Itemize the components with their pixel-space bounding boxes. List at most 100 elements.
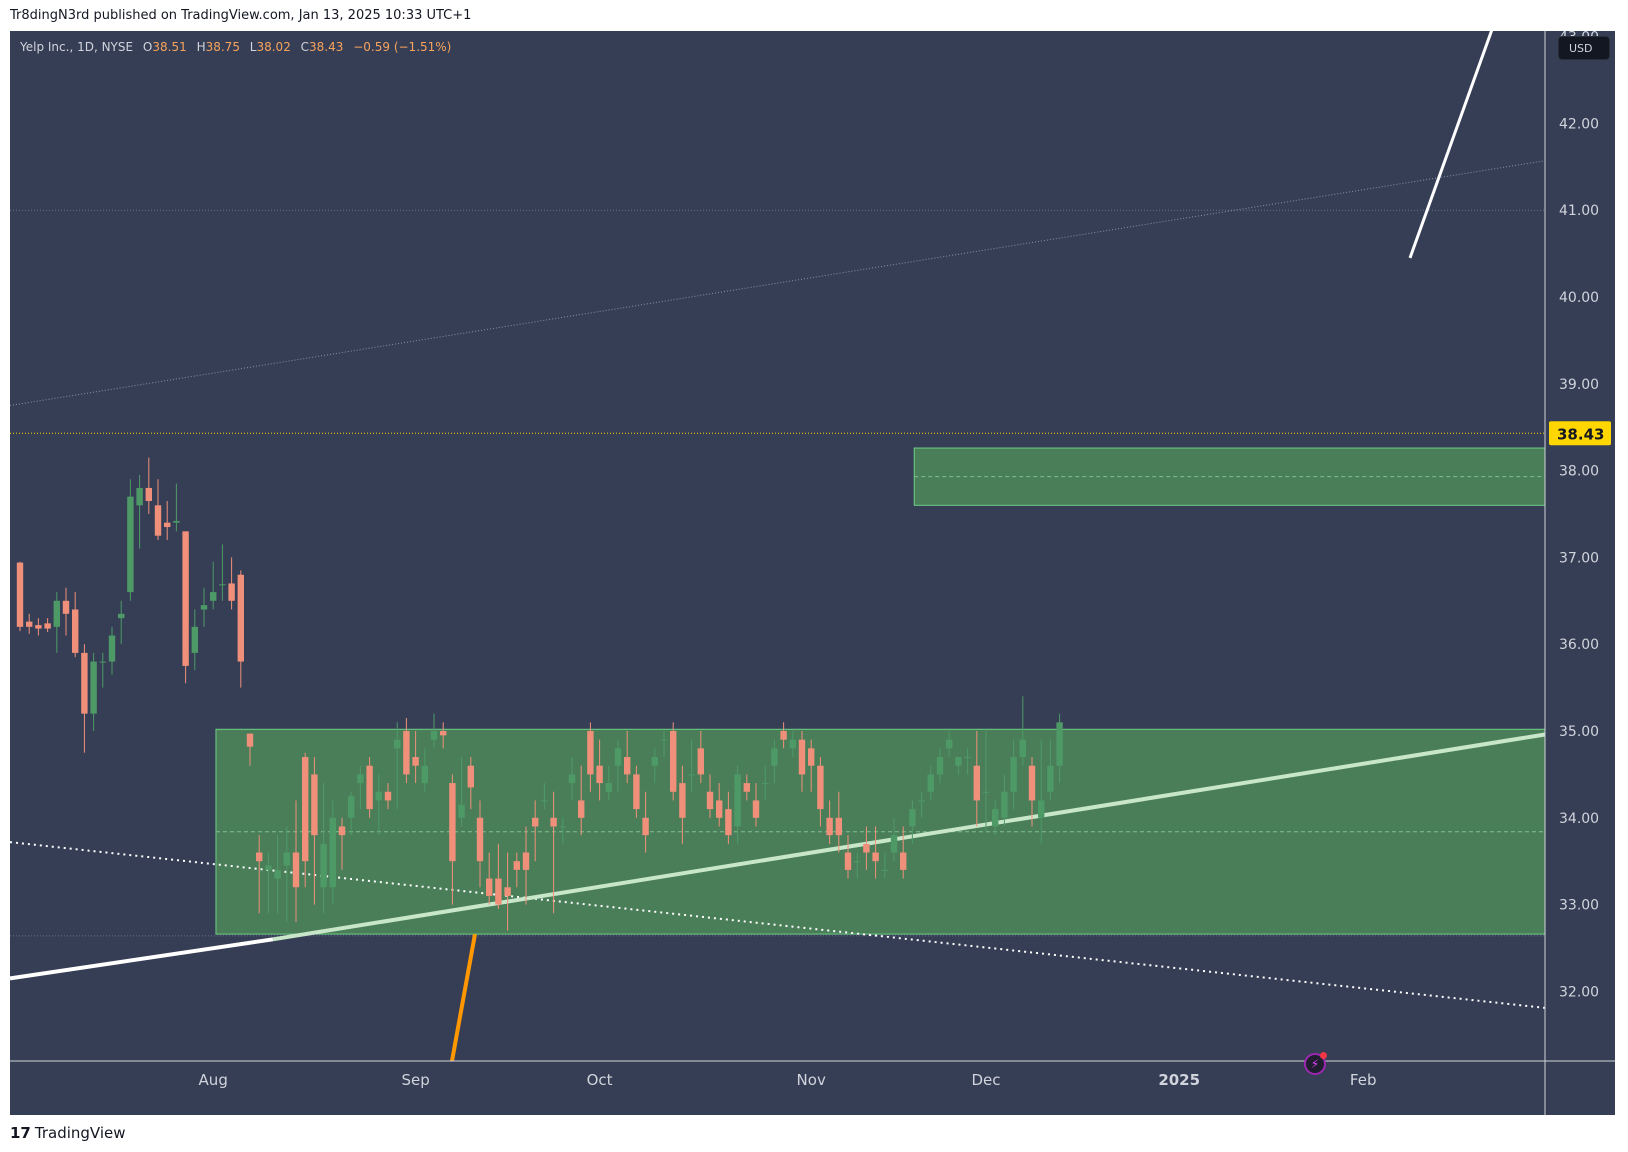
legend-open-value: 38.51	[152, 40, 187, 54]
footer-brand-text: TradingView	[34, 1124, 126, 1142]
candle-body	[1056, 722, 1063, 766]
candle-body	[578, 800, 585, 818]
candle-body	[955, 757, 962, 766]
candle-body	[394, 739, 401, 749]
lightning-bolt-icon[interactable]: ⚡	[1304, 1052, 1327, 1075]
candle-body	[762, 783, 769, 785]
candle-body	[26, 621, 33, 627]
candle-body	[320, 843, 327, 888]
candle-body	[467, 765, 474, 788]
candle-body	[486, 878, 493, 896]
candle-body	[946, 739, 953, 749]
y-tick-label: 40.00	[1559, 290, 1599, 306]
white-trendline-left	[10, 937, 274, 981]
candle-body	[154, 505, 162, 536]
candle-body	[936, 757, 944, 775]
candle-body	[375, 791, 382, 801]
candle-body	[476, 817, 484, 862]
candle-body	[495, 878, 502, 905]
candle-body	[679, 783, 686, 818]
chart-frame[interactable]: 32.00 33.00 34.00 35.00 36.00 37.00 38.00 39.00…	[10, 31, 1615, 1115]
price-chart[interactable]: 32.00 33.00 34.00 35.00 36.00 37.00 38.00 39.00…	[10, 31, 1615, 1115]
candle-body	[550, 817, 557, 827]
legend-low-label: L	[249, 40, 257, 54]
candle-body	[734, 774, 741, 827]
y-tick-label: 37.00	[1559, 550, 1599, 566]
footer-brand[interactable]: 17 TradingView	[10, 1124, 126, 1142]
candle-body	[716, 800, 723, 818]
candle-body	[219, 584, 226, 586]
candle-body	[191, 626, 198, 653]
legend-high-value: 38.75	[205, 40, 240, 54]
candle-body	[302, 757, 309, 862]
candle-body	[918, 800, 925, 802]
candle-body	[624, 757, 631, 775]
candle-body	[614, 748, 622, 766]
legend-open-label: O	[142, 40, 153, 54]
legend-close-value: 38.43	[309, 40, 344, 54]
currency-button[interactable]: USD	[1558, 36, 1610, 60]
candle-body	[72, 609, 79, 653]
publisher-header: Tr8dingN3rd published on TradingView.com…	[10, 8, 472, 23]
candle-body	[228, 583, 235, 601]
candle-body	[863, 843, 870, 853]
candle-body	[964, 757, 971, 759]
candle-body	[16, 562, 24, 627]
candle-body	[752, 800, 760, 818]
candle-body	[1019, 739, 1026, 758]
candle-body	[881, 869, 888, 871]
candle-body	[458, 804, 465, 818]
y-tick-label: 42.00	[1559, 116, 1599, 132]
candle-body	[357, 774, 364, 784]
x-tick-label: Feb	[1350, 1071, 1377, 1089]
legend-close-label: C	[300, 40, 310, 54]
last-price-tag	[1549, 421, 1611, 446]
candle-body	[513, 861, 520, 870]
candle-body	[1028, 765, 1036, 801]
candle-body	[798, 739, 806, 775]
candle-body	[81, 652, 88, 714]
y-tick-label: 34.00	[1559, 811, 1599, 827]
candle-body	[403, 731, 410, 775]
candle-body	[568, 774, 576, 784]
y-tick-label: 36.00	[1559, 637, 1599, 653]
candle-body	[660, 739, 668, 741]
candle-body	[559, 826, 566, 828]
last-price-value: 38.43	[1557, 425, 1604, 443]
candle-body	[789, 739, 796, 749]
candle-body	[706, 791, 714, 810]
legend-symbol[interactable]: Yelp Inc., 1D, NYSE	[20, 40, 134, 54]
candle-body	[1047, 765, 1054, 792]
candle-body	[274, 869, 281, 879]
candle-body	[237, 574, 244, 662]
candle-body	[697, 748, 704, 775]
candle-body	[127, 496, 134, 593]
candle-body	[670, 731, 677, 792]
candle-body	[311, 774, 318, 836]
candle-body	[90, 661, 97, 714]
candle-body	[338, 826, 346, 836]
candle-body	[817, 765, 824, 810]
candle-body	[854, 861, 861, 863]
candle-body	[136, 487, 143, 506]
candle-body	[826, 817, 833, 836]
candle-body	[1010, 757, 1017, 792]
x-tick-label: Sep	[401, 1071, 429, 1089]
candle-body	[44, 623, 51, 629]
candle-body	[642, 817, 649, 836]
symbol-legend[interactable]: Yelp Inc., 1D, NYSE O38.51 H38.75 L38.02…	[20, 40, 451, 54]
candle-body	[771, 748, 778, 766]
chart-content: 32.00 33.00 34.00 35.00 36.00 37.00 38.00 39.00…	[10, 31, 1615, 1115]
candle-body	[780, 731, 787, 740]
x-tick-label: Aug	[199, 1071, 228, 1089]
y-tick-label: 32.00	[1559, 984, 1599, 1000]
y-tick-label: 39.00	[1559, 377, 1599, 393]
candle-body	[909, 809, 916, 827]
candle-body	[890, 835, 898, 853]
candle-body	[973, 765, 980, 801]
x-tick-label: Nov	[797, 1071, 826, 1089]
y-tick-label: 33.00	[1559, 898, 1599, 914]
candle-body	[35, 625, 42, 629]
candle-body	[900, 852, 907, 870]
candle-body	[182, 531, 189, 666]
